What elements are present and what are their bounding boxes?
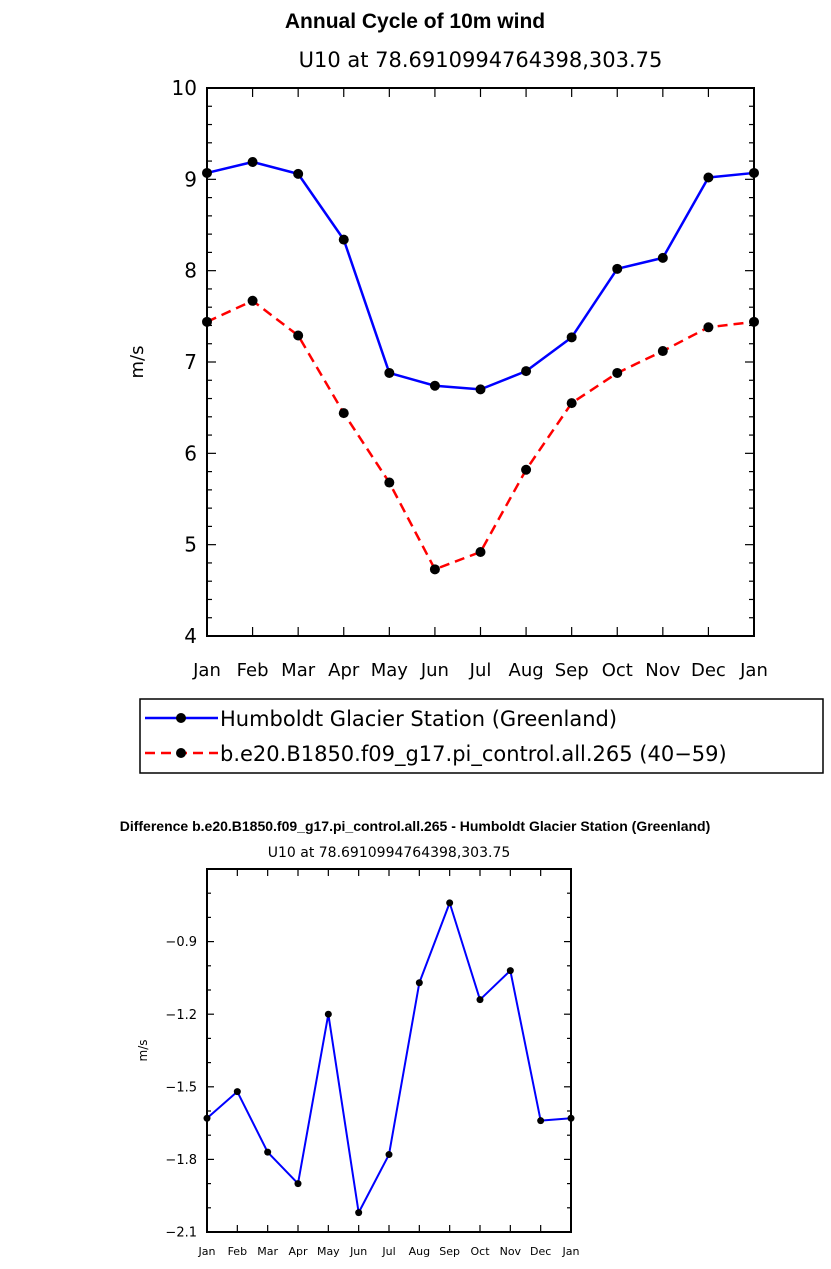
bottom-series-0-point xyxy=(264,1148,272,1156)
top-x-tick-label: Mar xyxy=(281,660,316,681)
bottom-series-0-point xyxy=(355,1209,363,1217)
bottom-series-0-point xyxy=(446,899,454,907)
top-series-1-line xyxy=(206,299,755,571)
top-x-tick-label: Jan xyxy=(739,660,768,681)
top-x-tick-label: Jan xyxy=(192,660,221,681)
top-y-tick-label: 7 xyxy=(184,350,197,374)
top-series-0-point xyxy=(566,332,577,343)
legend-swatch-marker xyxy=(176,748,186,758)
bottom-x-tick-label: Jul xyxy=(381,1245,395,1258)
bottom-series-0-point xyxy=(476,996,484,1004)
top-x-tick-label: Feb xyxy=(237,660,269,681)
top-series-1-point xyxy=(475,546,486,557)
legend-entry-label: Humboldt Glacier Station (Greenland) xyxy=(220,707,617,731)
top-series-0-point xyxy=(749,167,759,178)
top-series-1-point xyxy=(521,464,532,475)
top-series-0-point xyxy=(293,168,304,179)
bottom-series-0-point xyxy=(506,967,514,975)
top-x-tick-label: Dec xyxy=(691,660,726,681)
top-series-0-point xyxy=(384,367,395,378)
bottom-x-tick-label: Feb xyxy=(228,1245,247,1258)
bottom-x-tick-label: Sep xyxy=(439,1245,460,1258)
bottom-x-tick-label: Nov xyxy=(500,1245,522,1258)
bottom-series-0-point xyxy=(415,979,423,987)
bottom-x-tick-label: Mar xyxy=(257,1245,278,1258)
bottom-chart-subtitle: U10 at 78.6910994764398,303.75 xyxy=(268,845,511,861)
bottom-y-tick-label: −1.8 xyxy=(165,1153,197,1168)
bottom-y-tick-label: −1.2 xyxy=(165,1008,197,1023)
top-series-0-point xyxy=(475,384,486,395)
legend-box xyxy=(139,698,824,774)
bottom-series-0-point xyxy=(537,1117,545,1125)
bottom-y-tick-label: −0.9 xyxy=(165,935,197,950)
top-chart-title: Annual Cycle of 10m wind xyxy=(285,10,545,33)
top-series-1-point xyxy=(202,316,212,327)
bottom-y-tick-label: −1.5 xyxy=(165,1080,197,1095)
top-series-0-point xyxy=(247,156,258,167)
legend-entry-label: b.e20.B1850.f09_g17.pi_control.all.265 (… xyxy=(220,742,727,767)
top-x-tick-label: Jun xyxy=(420,660,449,681)
bottom-series-0-point xyxy=(567,1114,575,1122)
bottom-series-0-point xyxy=(203,1114,211,1122)
top-y-tick-label: 9 xyxy=(184,167,197,191)
top-series-0-line xyxy=(206,160,755,391)
bottom-chart-title: Difference b.e20.B1850.f09_g17.pi_contro… xyxy=(120,818,711,834)
top-x-tick-label: Oct xyxy=(602,660,633,681)
top-series-0-point xyxy=(202,167,212,178)
top-y-tick-label: 6 xyxy=(184,441,197,465)
bottom-x-tick-label: Dec xyxy=(530,1245,551,1258)
top-series-1-point xyxy=(612,367,623,378)
top-x-tick-label: May xyxy=(371,660,409,681)
bottom-series-0-line xyxy=(206,901,572,1214)
top-series-0-point xyxy=(703,172,714,183)
top-series-1-point xyxy=(657,346,668,357)
top-x-tick-label: Apr xyxy=(328,660,360,681)
top-series-1-point xyxy=(749,316,759,327)
top-chart-group: Annual Cycle of 10m wind U10 at 78.691099… xyxy=(127,10,824,774)
bottom-plot-frame xyxy=(206,868,572,1233)
top-series-0-point xyxy=(657,252,668,263)
top-series-1-point xyxy=(247,295,258,306)
top-series-1-point xyxy=(384,477,395,488)
bottom-x-tick-label: Apr xyxy=(288,1245,308,1258)
bottom-x-tick-label: Oct xyxy=(470,1245,490,1258)
top-x-tick-label: Nov xyxy=(645,660,680,681)
bottom-x-tick-label: Aug xyxy=(409,1245,430,1258)
top-series-0-point xyxy=(429,380,440,391)
top-series-1-point xyxy=(338,408,349,419)
top-y-tick-label: 4 xyxy=(184,624,197,648)
top-x-tick-label: Jul xyxy=(469,660,492,681)
legend: Humboldt Glacier Station (Greenland) b.e2… xyxy=(139,698,824,774)
top-chart-subtitle: U10 at 78.6910994764398,303.75 xyxy=(299,48,663,72)
top-series-1-point xyxy=(293,330,304,341)
bottom-series-0-point xyxy=(385,1151,393,1159)
bottom-chart-group: Difference b.e20.B1850.f09_g17.pi_contro… xyxy=(120,818,711,1258)
top-y-axis-title: m/s xyxy=(127,346,148,379)
top-series-0-point xyxy=(521,366,532,377)
bottom-series-0-point xyxy=(324,1010,332,1018)
bottom-x-tick-label: Jan xyxy=(198,1245,216,1258)
top-x-tick-label: Aug xyxy=(509,660,544,681)
top-y-tick-label: 10 xyxy=(172,76,197,100)
bottom-x-tick-label: Jan xyxy=(562,1245,580,1258)
top-series-1-point xyxy=(566,398,577,409)
bottom-y-axis-title: m/s xyxy=(136,1040,150,1062)
bottom-x-tick-label: Jun xyxy=(349,1245,367,1258)
top-y-tick-label: 8 xyxy=(184,259,197,283)
legend-swatch-marker xyxy=(176,713,186,723)
bottom-y-tick-label: −2.1 xyxy=(165,1226,197,1241)
top-series-0-point xyxy=(612,263,623,274)
top-series-1-point xyxy=(703,322,714,333)
bottom-x-tick-label: May xyxy=(317,1245,340,1258)
top-series-1-point xyxy=(429,564,440,575)
bottom-series-0-point xyxy=(294,1180,302,1188)
top-series-0-point xyxy=(338,234,349,245)
bottom-series-0-point xyxy=(233,1088,241,1096)
top-y-tick-label: 5 xyxy=(184,533,197,557)
top-x-tick-label: Sep xyxy=(555,660,589,681)
